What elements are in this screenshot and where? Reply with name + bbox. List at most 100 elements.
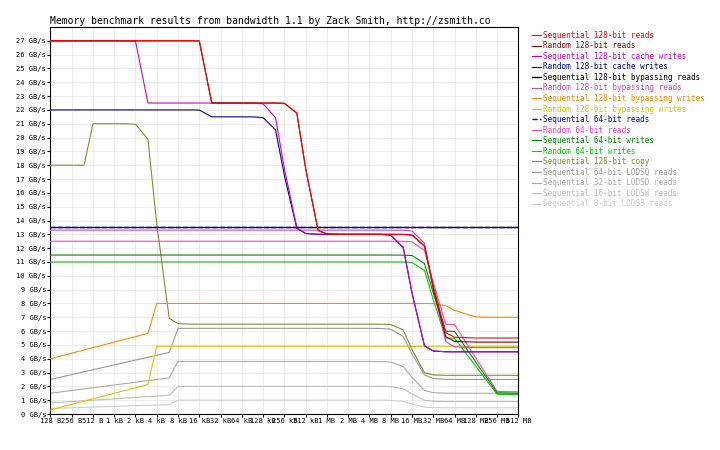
Line: Sequential 128-bit cache writes: Sequential 128-bit cache writes <box>50 41 518 352</box>
Sequential 128-bit reads <box>174 38 182 44</box>
Sequential 128-bit bypassing writes <box>101 342 109 347</box>
Random 128-bit bypassing writes <box>216 344 225 349</box>
Sequential 128-bit bypassing reads <box>387 225 395 230</box>
Sequential 128-bit copy <box>399 327 408 333</box>
Sequential 64-bit reads <box>323 225 331 230</box>
Sequential 128-bit bypassing reads <box>514 225 523 230</box>
Sequential 64-bit LODSQ reads <box>195 326 204 331</box>
Sequential 128-bit reads <box>271 100 280 106</box>
Sequential 8-bit LODSB reads <box>365 397 374 403</box>
Random 128-bit reads <box>258 100 267 106</box>
Sequential 8-bit LODSB reads <box>387 398 395 403</box>
Sequential 128-bit reads <box>377 232 386 237</box>
Sequential 8-bit LODSB reads <box>399 399 408 404</box>
Line: Sequential 128-bit copy: Sequential 128-bit copy <box>50 124 518 375</box>
Random 64-bit writes <box>143 259 152 265</box>
Random 128-bit bypassing writes <box>195 344 204 349</box>
Sequential 64-bit writes <box>271 252 280 258</box>
Sequential 128-bit copy <box>68 162 76 168</box>
Sequential 128-bit cache writes <box>302 231 310 236</box>
Sequential 64-bit reads <box>46 225 55 230</box>
Sequential 128-bit bypassing writes <box>356 301 365 306</box>
Sequential 128-bit cache writes <box>292 225 301 230</box>
Sequential 64-bit writes <box>344 252 353 258</box>
Random 128-bit bypassing writes <box>238 344 246 349</box>
Sequential 128-bit bypassing reads <box>229 225 238 230</box>
Sequential 64-bit writes <box>420 261 429 266</box>
Random 128-bit bypassing writes <box>280 344 289 349</box>
Random 64-bit writes <box>377 259 386 265</box>
Sequential 128-bit bypassing writes <box>229 301 238 306</box>
Sequential 8-bit LODSB reads <box>441 405 450 410</box>
Sequential 32-bit LODSD reads <box>110 382 119 387</box>
Sequential 128-bit copy <box>195 321 204 327</box>
Sequential 128-bit copy <box>314 321 323 327</box>
Sequential 128-bit bypassing writes <box>110 339 119 345</box>
Random 128-bit reads <box>122 38 131 44</box>
Random 128-bit cache writes <box>472 349 480 355</box>
Random 128-bit reads <box>89 38 97 44</box>
Random 128-bit bypassing reads <box>229 228 238 233</box>
Sequential 64-bit writes <box>238 252 246 258</box>
Sequential 64-bit writes <box>429 290 438 296</box>
Sequential 16-bit LODSW reads <box>101 396 109 402</box>
Sequential 8-bit LODSB reads <box>492 405 501 410</box>
Sequential 64-bit writes <box>110 252 119 258</box>
Random 64-bit reads <box>238 238 246 244</box>
Sequential 128-bit copy <box>377 321 386 327</box>
Random 128-bit bypassing reads <box>323 228 331 233</box>
Sequential 64-bit LODSQ reads <box>365 326 374 331</box>
Random 64-bit writes <box>110 259 119 265</box>
Sequential 128-bit cache writes <box>131 39 140 44</box>
Sequential 32-bit LODSD reads <box>131 379 140 385</box>
Random 128-bit reads <box>110 38 119 44</box>
Random 128-bit cache writes <box>174 107 182 112</box>
Sequential 64-bit LODSQ reads <box>122 360 131 365</box>
Random 64-bit writes <box>258 259 267 265</box>
Sequential 8-bit LODSB reads <box>195 397 204 403</box>
Random 128-bit cache writes <box>420 343 429 348</box>
Sequential 16-bit LODSW reads <box>80 398 89 404</box>
Random 128-bit cache writes <box>46 107 55 112</box>
Random 128-bit reads <box>335 232 343 237</box>
Sequential 32-bit LODSD reads <box>280 359 289 364</box>
Random 64-bit writes <box>429 297 438 303</box>
Sequential 128-bit bypassing reads <box>80 225 89 230</box>
Random 128-bit bypassing reads <box>238 228 246 233</box>
Random 64-bit writes <box>450 336 459 341</box>
Random 128-bit cache writes <box>207 114 216 120</box>
Random 128-bit bypassing writes <box>250 344 258 349</box>
Sequential 64-bit reads <box>216 225 225 230</box>
Random 128-bit bypassing reads <box>292 228 301 233</box>
Sequential 128-bit cache writes <box>514 349 523 355</box>
Random 128-bit bypassing reads <box>153 228 161 233</box>
Random 128-bit cache writes <box>216 114 225 120</box>
Sequential 128-bit bypassing reads <box>344 225 353 230</box>
Sequential 16-bit LODSW reads <box>377 384 386 389</box>
Random 128-bit bypassing writes <box>365 344 374 349</box>
Sequential 128-bit copy <box>122 121 131 126</box>
Sequential 128-bit cache writes <box>377 232 386 237</box>
Sequential 32-bit LODSD reads <box>186 359 195 364</box>
Sequential 32-bit LODSD reads <box>514 391 523 396</box>
Sequential 64-bit LODSQ reads <box>68 372 76 377</box>
Random 64-bit reads <box>131 238 140 244</box>
Sequential 128-bit copy <box>80 162 89 168</box>
Line: Sequential 128-bit bypassing writes: Sequential 128-bit bypassing writes <box>50 303 518 359</box>
Sequential 128-bit bypassing writes <box>238 301 246 306</box>
Random 128-bit bypassing reads <box>387 228 395 233</box>
Random 128-bit bypassing reads <box>101 228 109 233</box>
Sequential 128-bit copy <box>271 321 280 327</box>
Random 128-bit bypassing writes <box>271 344 280 349</box>
Line: Sequential 128-bit reads: Sequential 128-bit reads <box>50 41 518 338</box>
Random 64-bit writes <box>323 259 331 265</box>
Sequential 128-bit bypassing reads <box>323 225 331 230</box>
Random 64-bit reads <box>302 238 310 244</box>
Sequential 128-bit bypassing reads <box>335 225 343 230</box>
Random 64-bit writes <box>356 259 365 265</box>
Sequential 128-bit cache writes <box>335 232 343 237</box>
Sequential 64-bit reads <box>271 225 280 230</box>
Random 128-bit bypassing writes <box>441 344 450 349</box>
Sequential 64-bit writes <box>174 252 182 258</box>
Sequential 32-bit LODSD reads <box>229 359 238 364</box>
